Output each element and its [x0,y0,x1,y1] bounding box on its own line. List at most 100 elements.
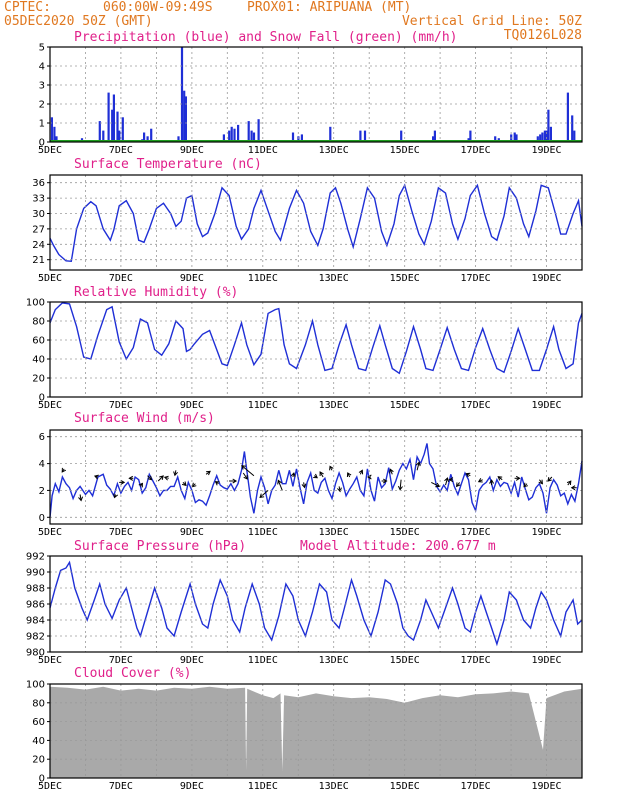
precipitation-bar [547,109,550,142]
precipitation-bar [549,126,552,142]
humidity-ytick-label: 20 [32,374,45,385]
temperature-ytick-label: 24 [32,240,45,251]
precipitation-bar [494,136,497,142]
precipitation-bar [228,130,231,142]
pressure-ytick-label: 984 [26,616,45,627]
wind-xtick-label: 11DEC [248,527,278,538]
humidity-ytick-label: 100 [26,298,45,309]
cloud-cover-xtick-label: 17DEC [461,781,491,792]
wind-vector-head [113,493,119,499]
temperature-xtick-label: 15DEC [390,273,420,284]
wind-vector-head [313,473,318,479]
wind-vector-head [358,469,364,475]
wind-vector-head [120,479,126,485]
temperature-xtick-label: 9DEC [180,273,204,284]
cloud-cover-frame [49,683,583,779]
precipitation-bar [469,130,472,142]
wind-vector-head [61,467,67,473]
precipitation-bar [541,132,544,142]
wind-vector-head [435,482,441,488]
precipitation-xtick-label: 11DEC [248,145,278,156]
wind-xtick-label: 17DEC [461,527,491,538]
precipitation-xtick-label: 19DEC [531,145,561,156]
wind-vector-head [397,485,403,491]
precipitation-bar [359,130,362,142]
wind-line [49,443,583,518]
wind-vector-head [489,479,495,484]
cloud-cover-xtick-label: 9DEC [180,781,204,792]
wind-xtick-label: 19DEC [531,527,561,538]
humidity-frame [49,301,583,398]
precipitation-bar [400,130,403,142]
precipitation-bar [539,134,542,142]
pressure-line [49,560,583,647]
precipitation-bar [55,136,58,142]
precipitation-bar [291,132,295,142]
cloud-cover-ytick-label: 100 [26,680,45,691]
precipitation-bar [146,136,149,142]
wind-ytick-label: 6 [39,432,45,443]
wind-xtick-label: 9DEC [180,527,204,538]
wind-vector [399,479,402,490]
wind-vector [241,465,255,477]
wind-vector-head [147,475,153,481]
temperature-xtick-label: 7DEC [109,273,133,284]
pressure-panel: Surface Pressure (hPa) Model Altitude: 2… [26,539,583,666]
cloud-cover-ytick-label: 80 [32,698,45,709]
humidity-panel: Relative Humidity (%) 0 20 40 60 80 100 5DEC 7D… [26,285,583,411]
wind-vector-head [243,474,248,480]
wind-vector-head [191,482,197,488]
precipitation-bar [107,92,110,142]
wind-vector-head [159,475,164,481]
cloud-cover-xtick-label: 5DEC [38,781,62,792]
wind-vector-head [301,483,307,489]
precipitation-ytick-label: 1 [39,119,45,130]
cloud-cover-ytick-label: 0 [39,774,45,785]
humidity-xtick-label: 17DEC [461,400,491,411]
precipitation-bar [50,117,53,142]
header-model-id: TQ0126L028 [504,28,582,43]
wind-vector-head [415,461,421,467]
wind-xtick-label: 5DEC [38,527,62,538]
wind-vector [79,494,82,501]
wind-vector [259,490,269,498]
wind-ytick-label: 2 [39,486,45,497]
pressure-xtick-label: 11DEC [248,655,278,666]
temperature-ytick-label: 30 [32,209,45,220]
precipitation-bar [102,130,105,142]
wind-vector-head [367,474,372,480]
humidity-ytick-label: 80 [32,317,45,328]
wind-vector-head [346,472,352,478]
cloud-cover-ytick-label: 40 [32,736,45,747]
precipitation-bar [536,136,539,142]
wind-xtick-label: 13DEC [319,527,349,538]
precipitation-bar [329,126,332,142]
cloud-cover-ytick-label: 60 [32,717,45,728]
wind-xtick-label: 15DEC [390,527,420,538]
cloud-cover-title: Cloud Cover (%) [74,666,191,681]
precipitation-ytick-label: 2 [39,100,45,111]
temperature-ytick-label: 36 [32,178,45,189]
wind-frame [49,429,583,525]
cloud-cover-panel: Cloud Cover (%) 0 20 40 60 80 100 5DEC 7DEC 9DEC… [26,666,583,792]
precipitation-bar [150,128,153,142]
precipitation-bar [432,136,435,142]
precipitation-bar [363,130,367,142]
pressure-xtick-label: 7DEC [109,655,133,666]
precipitation-bar [545,130,548,142]
wind-vector [445,477,448,486]
wind-ytick-label: 4 [39,459,45,470]
header-source: CPTEC: [4,0,51,15]
wind-vector-head [173,471,178,477]
precipitation-xtick-label: 17DEC [461,145,491,156]
wind-panel: Surface Wind (m/s) 0 2 4 6 5DEC 7DEC 9DEC 11DEC… [38,411,583,538]
wind-vector-head [241,465,246,470]
wind-vector [416,462,420,471]
precipitation-ytick-label: 3 [39,81,45,92]
precipitation-bar [433,130,436,142]
precipitation-bar [111,109,114,142]
precipitation-bar [121,117,124,142]
precipitation-bar [250,130,253,142]
cloud-cover-area [50,686,582,778]
